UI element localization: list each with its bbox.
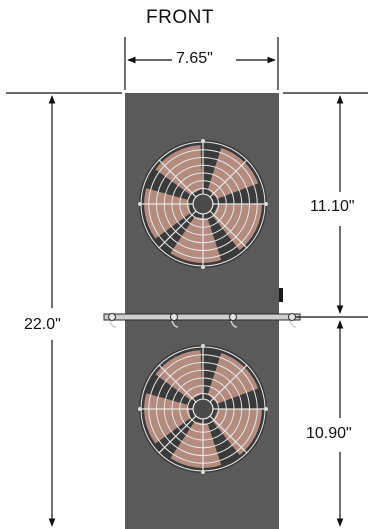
side-tab (279, 288, 283, 302)
fan-blade (144, 188, 191, 239)
fan-blade (155, 350, 203, 400)
fan-blade (155, 145, 203, 195)
mounting-bolt (288, 313, 296, 321)
fan-hub (192, 193, 214, 215)
lower-fan (138, 344, 268, 474)
fan-blade (212, 204, 262, 251)
fan-blade (170, 421, 222, 468)
overall-height-label: 22.0" (24, 313, 61, 337)
width-dimension-label: 7.65" (174, 49, 215, 69)
upper-section-label: 11.10" (310, 195, 355, 219)
width-dimension (124, 37, 279, 90)
fan-hub (192, 398, 214, 420)
fan-blade (144, 393, 191, 444)
view-label: FRONT (146, 7, 214, 28)
mounting-bolt (108, 313, 116, 321)
mounting-bolt (229, 313, 237, 321)
lower-section-label: 10.90" (306, 422, 352, 446)
upper-fan (138, 139, 268, 269)
fan-blade (212, 409, 262, 456)
fan-blade (170, 216, 222, 263)
overall-height-dimension (6, 92, 122, 527)
mounting-bolt (170, 313, 178, 321)
section-height-dimensions (283, 92, 368, 527)
